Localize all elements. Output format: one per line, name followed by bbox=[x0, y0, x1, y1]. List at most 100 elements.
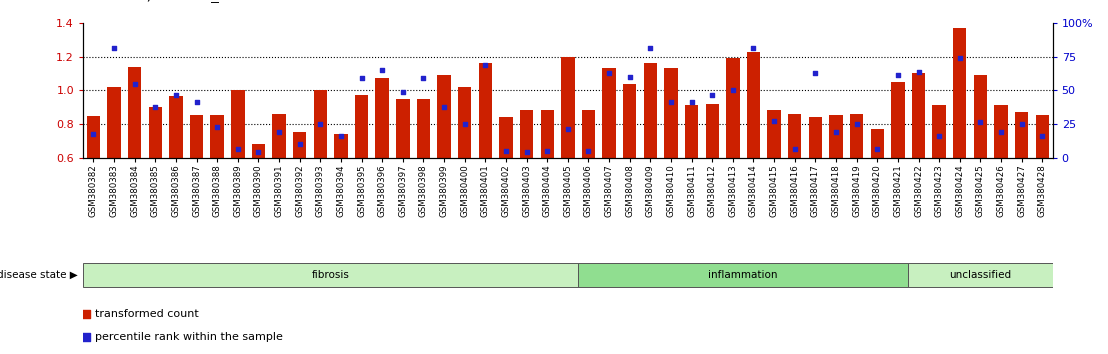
Point bbox=[394, 89, 412, 95]
Bar bbox=[83, 263, 578, 287]
Point bbox=[435, 104, 453, 110]
Bar bbox=[293, 132, 307, 158]
Point bbox=[931, 133, 948, 138]
Point bbox=[1034, 133, 1051, 138]
Bar bbox=[561, 57, 575, 158]
Point bbox=[745, 45, 762, 51]
Bar bbox=[953, 28, 966, 158]
Point bbox=[208, 124, 226, 130]
Bar bbox=[86, 116, 100, 158]
Point bbox=[249, 150, 267, 155]
Text: transformed count: transformed count bbox=[94, 309, 198, 319]
Text: GDS4271 / 234935_at: GDS4271 / 234935_at bbox=[83, 0, 235, 2]
Point bbox=[270, 130, 288, 135]
Bar bbox=[520, 110, 533, 158]
Bar bbox=[1036, 115, 1049, 158]
Point bbox=[848, 121, 865, 127]
Bar bbox=[127, 67, 142, 158]
Point bbox=[683, 99, 700, 105]
Point bbox=[311, 121, 329, 127]
Point bbox=[126, 81, 144, 86]
Bar bbox=[355, 95, 368, 158]
Bar bbox=[211, 115, 224, 158]
Point bbox=[296, 188, 314, 193]
Point bbox=[558, 126, 576, 132]
Bar bbox=[871, 129, 884, 158]
Point bbox=[146, 104, 164, 110]
Text: inflammation: inflammation bbox=[708, 270, 778, 280]
Bar bbox=[541, 110, 554, 158]
Point bbox=[517, 150, 535, 155]
Bar bbox=[706, 104, 719, 158]
Point bbox=[766, 118, 783, 123]
Point bbox=[373, 67, 391, 73]
Bar bbox=[232, 90, 245, 158]
Bar bbox=[479, 63, 492, 158]
Bar bbox=[252, 144, 265, 158]
Bar bbox=[665, 68, 678, 158]
Bar bbox=[909, 263, 1053, 287]
Bar bbox=[458, 87, 471, 158]
Point bbox=[105, 45, 123, 51]
Text: fibrosis: fibrosis bbox=[311, 270, 349, 280]
Text: disease state ▶: disease state ▶ bbox=[0, 270, 78, 280]
Point bbox=[167, 92, 185, 98]
Point bbox=[476, 62, 494, 68]
Point bbox=[455, 121, 473, 127]
Point bbox=[663, 99, 680, 105]
Bar bbox=[974, 75, 987, 158]
Bar bbox=[603, 68, 616, 158]
Bar bbox=[788, 114, 801, 158]
Point bbox=[807, 70, 824, 76]
Point bbox=[620, 74, 638, 80]
Point bbox=[497, 148, 515, 154]
Point bbox=[889, 72, 906, 78]
Bar bbox=[850, 114, 863, 158]
Bar bbox=[578, 263, 909, 287]
Point bbox=[290, 141, 308, 147]
Point bbox=[579, 148, 597, 154]
Bar bbox=[726, 58, 739, 158]
Point bbox=[724, 87, 741, 93]
Bar bbox=[438, 75, 451, 158]
Point bbox=[992, 130, 1009, 135]
Point bbox=[1013, 121, 1030, 127]
Bar bbox=[273, 114, 286, 158]
Bar bbox=[994, 105, 1008, 158]
Point bbox=[601, 70, 618, 76]
Point bbox=[414, 76, 432, 81]
Bar bbox=[314, 90, 327, 158]
Point bbox=[910, 69, 927, 75]
Point bbox=[704, 92, 721, 98]
Point bbox=[828, 130, 845, 135]
Point bbox=[538, 148, 556, 154]
Bar bbox=[189, 115, 203, 158]
Bar bbox=[417, 99, 430, 158]
Bar bbox=[747, 52, 760, 158]
Point bbox=[972, 119, 989, 125]
Bar bbox=[335, 134, 348, 158]
Bar bbox=[809, 117, 822, 158]
Bar bbox=[397, 99, 410, 158]
Point bbox=[869, 146, 886, 152]
Bar bbox=[891, 82, 904, 158]
Bar bbox=[685, 105, 698, 158]
Bar bbox=[644, 63, 657, 158]
Bar bbox=[582, 110, 595, 158]
Point bbox=[229, 146, 247, 152]
Bar bbox=[768, 110, 781, 158]
Point bbox=[352, 76, 370, 81]
Bar bbox=[148, 107, 162, 158]
Bar bbox=[829, 115, 843, 158]
Bar bbox=[500, 117, 513, 158]
Bar bbox=[933, 105, 946, 158]
Text: unclassified: unclassified bbox=[950, 270, 1012, 280]
Point bbox=[332, 133, 350, 138]
Text: percentile rank within the sample: percentile rank within the sample bbox=[94, 332, 283, 342]
Bar bbox=[623, 84, 636, 158]
Bar bbox=[912, 73, 925, 158]
Point bbox=[187, 99, 205, 105]
Bar bbox=[107, 87, 121, 158]
Point bbox=[642, 45, 659, 51]
Point bbox=[84, 131, 102, 137]
